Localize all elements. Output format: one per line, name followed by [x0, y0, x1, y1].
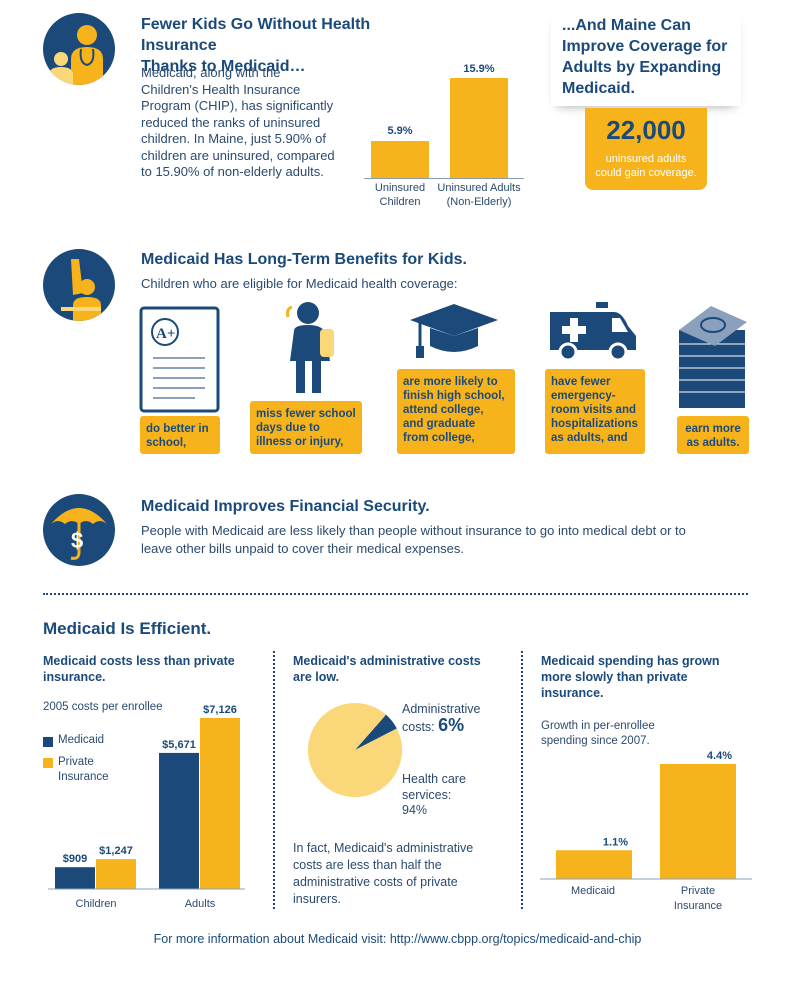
umbrella-dollar-icon: $: [43, 494, 115, 566]
legend-swatch-medicaid: [43, 737, 53, 747]
admin-pie-chart: [308, 703, 402, 797]
bar-growth: [556, 850, 632, 879]
bar-value-label: 1.1%: [603, 836, 628, 848]
bar-medicaid: [55, 867, 95, 889]
col3-heading: Medicaid spending has grown more slowly t…: [541, 654, 720, 700]
section-divider: [43, 593, 748, 595]
section2-intro: Children who are eligible for Medicaid h…: [141, 276, 458, 291]
admin-costs-value: 6%: [438, 715, 465, 735]
col2-footer: In fact, Medicaid's administrative costs …: [293, 841, 474, 906]
bar-value-label: 4.4%: [707, 750, 732, 762]
category-label: Uninsured Children: [374, 182, 426, 208]
bar-value-label: $5,671: [162, 739, 196, 751]
bar-private-insurance: [200, 718, 240, 889]
bar-value-label: 15.9%: [463, 63, 495, 75]
col2-heading: Medicaid's administrative costs are low.: [293, 654, 481, 684]
legend-swatch-private: [43, 758, 53, 768]
benefit-card-school: do better in school,: [140, 416, 220, 454]
cost-bar-chart: $909 $5,671 $1,247 $7,126 Children Adults: [48, 704, 245, 910]
pie-slice-health-care: [308, 703, 402, 797]
category-label: Adults: [185, 898, 216, 910]
money-stack-icon: [675, 300, 750, 410]
benefit-card-earnings: earn more as adults.: [677, 416, 749, 454]
category-label: Insurance: [674, 900, 722, 912]
callout-number: 22,000: [606, 115, 686, 145]
category-label: Uninsured Adults (Non-Elderly): [437, 182, 521, 208]
bar-value-label: $7,126: [203, 704, 237, 716]
bar-value-label: $1,247: [99, 845, 133, 857]
student-backpack-icon: [282, 299, 342, 399]
legend-label: Private Insurance: [58, 756, 109, 783]
chart-axis: [364, 178, 524, 179]
bar-value-label: $909: [63, 853, 87, 865]
maine-callout-heading: ...And Maine Can Improve Coverage for Adu…: [562, 17, 728, 97]
bar-private-insurance: [96, 859, 136, 889]
column-divider: [273, 651, 275, 909]
benefit-card-attendance: miss fewer school days due to illness or i…: [250, 401, 362, 454]
legend-label: Medicaid: [58, 734, 105, 746]
section2-title: Medicaid Has Long-Term Benefits for Kids…: [141, 251, 467, 268]
column-divider: [521, 651, 523, 909]
svg-text:$: $: [71, 528, 83, 553]
col1-heading: Medicaid costs less than private insuranc…: [43, 654, 235, 684]
svg-text:A+: A+: [156, 326, 175, 342]
admin-costs-label: Administrative costs: 6%: [402, 702, 481, 735]
bar-value-label: 5.9%: [387, 125, 413, 137]
pie-slice-admin: [355, 714, 397, 750]
health-care-label: Health care services: 94%: [402, 772, 466, 817]
doctor-with-child-icon: [43, 13, 115, 85]
category-label: Medicaid: [571, 885, 615, 897]
growth-bar-chart: 1.1% 4.4% Medicaid Private Insurance: [540, 750, 752, 912]
report-card-icon: A+: [139, 306, 220, 413]
section1-title: Fewer Kids Go Without Health Insurance T…: [141, 16, 371, 75]
maine-callout-box: [585, 108, 707, 190]
category-label: Private: [681, 885, 715, 897]
col1-subtitle: 2005 costs per enrollee: [43, 701, 163, 713]
callout-caption: uninsured adults could gain coverage.: [595, 153, 697, 179]
section1-body: Medicaid, along with the Children's Healt…: [141, 65, 335, 179]
category-label: Children: [76, 898, 117, 910]
bar-growth: [660, 764, 736, 879]
bar-uninsured-children: [371, 141, 429, 178]
section3-body: People with Medicaid are less likely tha…: [141, 523, 686, 556]
footer-link-text: For more information about Medicaid visi…: [153, 932, 642, 946]
benefit-card-emergency: have fewer emergency-room visits and hosp…: [545, 369, 645, 454]
bar-medicaid: [159, 752, 199, 889]
section3-title: Medicaid Improves Financial Security.: [141, 498, 430, 515]
col3-subtitle: Growth in per-enrollee spending since 200…: [541, 720, 655, 747]
ambulance-icon: [548, 302, 638, 362]
graduation-cap-icon: [408, 302, 500, 362]
maine-callout-title: [551, 10, 741, 106]
raised-hand-student-icon: [43, 249, 115, 321]
benefit-card-graduation: are more likely to finish high school, att…: [397, 369, 515, 454]
bar-uninsured-adults: [450, 78, 508, 178]
efficient-title: Medicaid Is Efficient.: [43, 619, 212, 638]
